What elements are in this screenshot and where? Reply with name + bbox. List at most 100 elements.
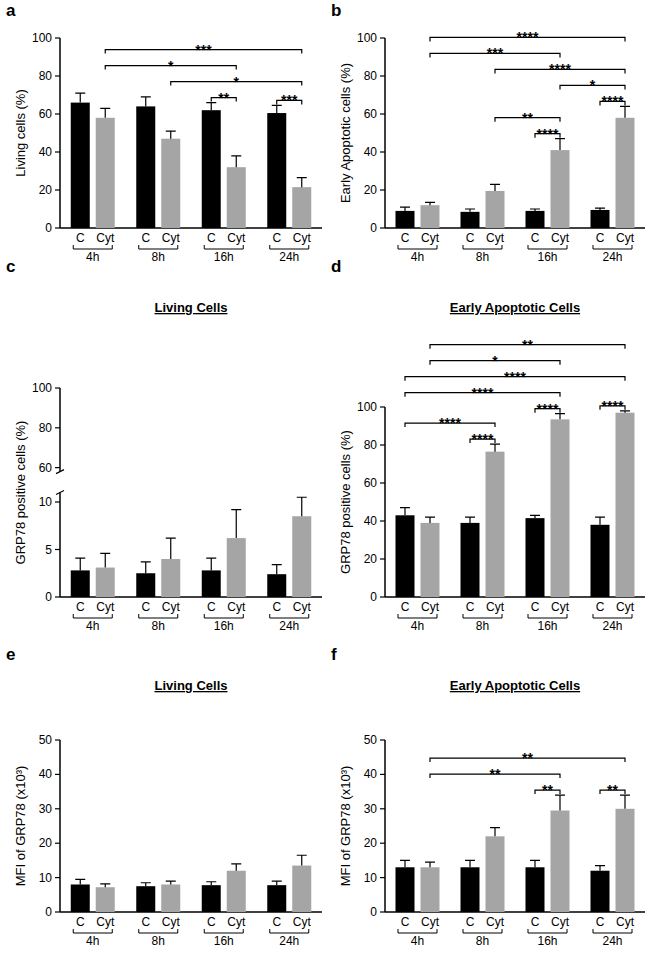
y-tick-label: 10: [39, 495, 53, 509]
series-label: Cyt: [293, 915, 312, 929]
bar: [591, 871, 610, 912]
y-tick-label: 20: [364, 552, 378, 566]
category-label: 16h: [214, 934, 234, 948]
bar: [616, 118, 635, 228]
significance-label: ****: [549, 61, 571, 77]
series-label: C: [207, 600, 216, 614]
error-bar: [595, 208, 605, 210]
error-bar: [75, 558, 85, 570]
series-label: Cyt: [551, 231, 570, 245]
group-bracket: [139, 245, 178, 249]
error-bar: [425, 862, 435, 867]
y-tick: [55, 37, 60, 38]
category-label: 24h: [279, 250, 299, 264]
series-label: Cyt: [96, 231, 115, 245]
chart-title: Living Cells: [155, 678, 228, 693]
y-tick: [380, 406, 385, 407]
y-tick: [55, 501, 60, 502]
error-bar: [400, 207, 410, 211]
y-tick: [380, 227, 385, 228]
bar: [136, 573, 155, 597]
axis-break-mark: [56, 491, 64, 495]
series-label: C: [272, 231, 281, 245]
error-bar: [400, 508, 410, 516]
category-label: 4h: [86, 619, 99, 633]
error-bar: [206, 882, 216, 885]
error-bar: [231, 156, 241, 167]
y-axis-line: [384, 407, 386, 597]
y-axis-label: MFI of GRP78 (x10³): [338, 766, 353, 887]
error-bar: [425, 202, 435, 205]
y-tick: [380, 113, 385, 114]
y-tick-label: 50: [364, 733, 378, 747]
y-tick: [380, 520, 385, 521]
series-label: Cyt: [227, 600, 246, 614]
series-label: C: [466, 231, 475, 245]
group-bracket: [270, 614, 309, 618]
group-bracket: [139, 614, 178, 618]
plot-area: [396, 106, 635, 228]
y-tick-label: 60: [364, 107, 378, 121]
series-label: C: [531, 231, 540, 245]
y-tick: [380, 482, 385, 483]
panel-letter: e: [6, 645, 15, 664]
significance-label: **: [522, 750, 533, 766]
series-label: C: [76, 231, 85, 245]
bar: [161, 884, 180, 912]
group-bracket: [463, 614, 502, 618]
series-label: Cyt: [162, 600, 181, 614]
bar: [161, 559, 180, 597]
y-axis-line: [59, 493, 61, 598]
series-label: Cyt: [486, 231, 505, 245]
significance-label: *: [168, 58, 174, 74]
y-tick: [55, 427, 60, 428]
series-label: C: [596, 231, 605, 245]
series-label: Cyt: [486, 915, 505, 929]
y-axis-label: GRP78 positive cells (%): [338, 430, 353, 574]
bar: [292, 187, 311, 228]
plot-area: [71, 93, 312, 228]
panel-letter: d: [331, 257, 341, 276]
error-bar: [75, 879, 85, 884]
y-tick-label: 80: [39, 421, 53, 435]
y-tick: [380, 444, 385, 445]
series-label: Cyt: [616, 600, 635, 614]
significance-label: **: [218, 90, 229, 106]
series-label: C: [596, 915, 605, 929]
y-tick-label: 80: [364, 438, 378, 452]
y-tick-label: 60: [364, 476, 378, 490]
bar: [526, 518, 545, 597]
bar: [227, 167, 246, 228]
group-bracket: [73, 614, 112, 618]
significance-label: ****: [472, 385, 494, 401]
plot-area: [71, 855, 312, 912]
y-axis-line: [384, 740, 386, 912]
significance-label: ***: [281, 92, 298, 108]
panel-a: aLiving cells (%)020406080100CCyt4hCCyt8…: [6, 1, 322, 264]
category-label: 24h: [602, 250, 622, 264]
series-label: C: [207, 231, 216, 245]
y-tick-label: 80: [364, 69, 378, 83]
y-tick: [380, 774, 385, 775]
series-label: C: [207, 915, 216, 929]
bar: [202, 570, 221, 597]
bar: [71, 884, 90, 912]
y-tick: [55, 739, 60, 740]
y-tick-label: 60: [39, 107, 53, 121]
bar: [202, 110, 221, 228]
significance-label: ****: [602, 93, 624, 109]
error-bar: [141, 562, 151, 573]
group-bracket: [593, 245, 632, 249]
y-axis-line: [59, 388, 61, 472]
panel-letter: c: [6, 257, 15, 276]
panel-c: cLiving CellsGRP78 positive cells (%)051…: [6, 257, 322, 633]
panel-f: fEarly Apoptotic CellsMFI of GRP78 (x10³…: [331, 645, 645, 948]
y-tick-label: 80: [39, 69, 53, 83]
series-label: C: [141, 600, 150, 614]
series-label: Cyt: [227, 915, 246, 929]
error-bar: [100, 108, 110, 118]
y-tick: [55, 843, 60, 844]
error-bar: [595, 517, 605, 525]
bar: [461, 867, 480, 912]
y-tick: [55, 75, 60, 76]
